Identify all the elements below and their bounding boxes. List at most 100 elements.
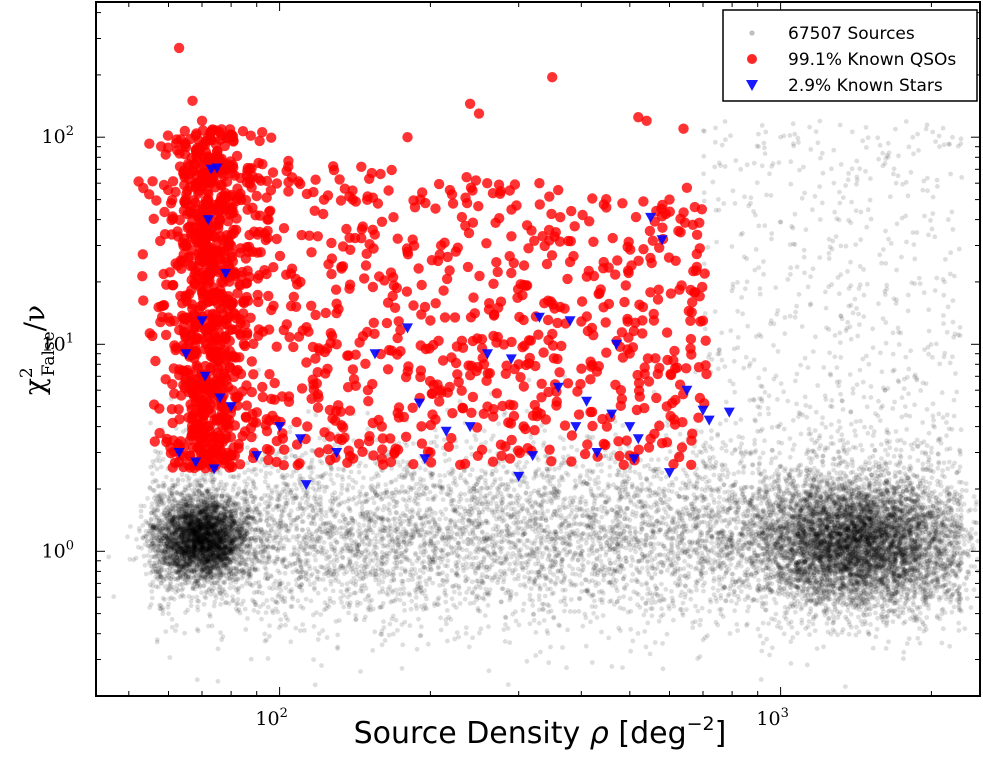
source-point (197, 517, 203, 523)
source-point (189, 519, 195, 525)
source-point (211, 529, 217, 534)
source-point (210, 503, 216, 508)
source-point (140, 535, 146, 541)
source-point (191, 548, 197, 554)
source-point (222, 553, 228, 559)
source-point (143, 571, 149, 577)
source-point (127, 524, 133, 529)
source-point (176, 535, 182, 541)
source-point (229, 513, 234, 519)
source-point (217, 530, 222, 536)
source-point (225, 565, 231, 571)
source-point (856, 614, 861, 620)
source-point (220, 573, 226, 578)
source-point (200, 534, 206, 540)
source-point (233, 527, 239, 533)
source-point (168, 550, 174, 556)
source-point (197, 551, 202, 557)
source-point (240, 557, 246, 563)
source-point (166, 528, 172, 534)
source-point (192, 544, 198, 550)
source-point (207, 511, 213, 517)
source-point (189, 521, 195, 527)
source-point (205, 579, 211, 585)
source-point (159, 549, 165, 554)
source-point (246, 571, 252, 577)
source-point (161, 551, 167, 557)
source-point (143, 534, 149, 539)
source-point (217, 535, 223, 541)
source-point (172, 562, 177, 568)
source-point (188, 523, 194, 528)
source-point (212, 547, 218, 552)
source-point (211, 547, 216, 553)
source-point (207, 540, 213, 545)
source-point (246, 504, 251, 509)
source-point (221, 512, 227, 518)
source-point (238, 546, 244, 552)
source-point (200, 552, 205, 558)
source-point (212, 500, 217, 506)
source-point (175, 543, 181, 549)
source-point (195, 522, 201, 527)
source-point (184, 577, 190, 583)
source-point (181, 556, 187, 562)
source-point (199, 568, 204, 573)
source-point (142, 562, 148, 568)
source-point (193, 547, 199, 552)
source-point (854, 624, 859, 630)
source-point (229, 528, 235, 534)
source-point (968, 605, 974, 610)
source-point (203, 516, 209, 521)
source-point (173, 536, 179, 542)
source-point (189, 501, 195, 507)
source-point (219, 523, 225, 529)
source-point (181, 557, 187, 563)
source-point (145, 496, 150, 501)
source-point (188, 543, 194, 549)
source-point (183, 568, 188, 574)
source-point (211, 557, 217, 563)
source-point (207, 576, 213, 582)
source-point (233, 514, 239, 520)
source-point (180, 573, 186, 578)
source-point (870, 645, 876, 651)
source-point (973, 531, 979, 536)
source-point (197, 548, 203, 554)
source-point (199, 484, 205, 489)
source-point (184, 528, 190, 533)
source-point (191, 544, 197, 549)
source-point (172, 525, 178, 531)
source-point (196, 548, 201, 554)
source-point (234, 547, 240, 552)
source-point (174, 541, 180, 547)
source-point (228, 509, 234, 515)
source-point (231, 527, 237, 533)
source-point (183, 512, 189, 518)
source-point (179, 535, 185, 541)
source-point (179, 526, 185, 531)
source-point (191, 553, 197, 559)
source-point (210, 495, 216, 500)
source-point (188, 554, 193, 559)
source-point (188, 603, 194, 609)
source-point (197, 530, 203, 536)
source-point (231, 552, 237, 557)
source-point (193, 545, 199, 551)
source-point (182, 580, 188, 586)
source-point (185, 550, 191, 556)
source-point (222, 532, 228, 538)
source-point (146, 560, 152, 566)
source-point (209, 533, 215, 539)
source-point (197, 564, 203, 570)
source-point (195, 505, 201, 510)
source-point (182, 517, 188, 522)
source-point (189, 526, 195, 532)
source-point (190, 539, 196, 544)
source-point (763, 594, 769, 599)
source-point (197, 532, 202, 537)
source-point (187, 554, 193, 560)
source-point (220, 517, 226, 523)
source-point (966, 508, 971, 514)
source-point (218, 523, 224, 529)
